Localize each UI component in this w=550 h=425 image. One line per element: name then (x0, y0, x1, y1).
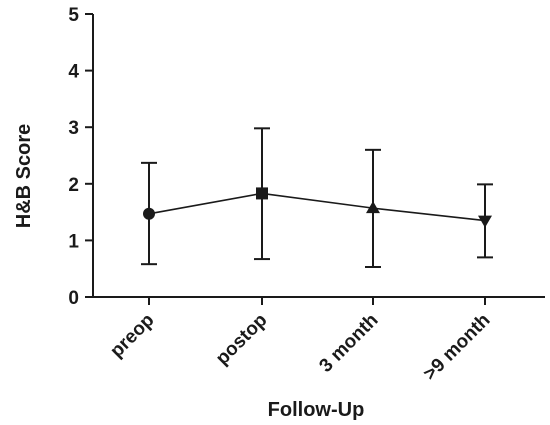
y-tick-label: 3 (68, 118, 79, 139)
y-tick-label: 4 (68, 62, 79, 83)
axes: 0 1 2 3 4 5 preop postop 3 month >9 month (68, 5, 545, 385)
y-axis-title: H&B Score (13, 124, 35, 228)
data-point (256, 187, 268, 200)
series-line (148, 192, 486, 222)
y-tick-label: 0 (68, 288, 79, 309)
marks (141, 127, 493, 269)
y-tick-label: 5 (68, 5, 79, 26)
x-axis-title: Follow-Up (268, 399, 365, 421)
x-tick-label: 3 month (315, 310, 382, 377)
y-tick-label: 2 (68, 175, 79, 196)
x-tick-label: >9 month (420, 310, 495, 385)
data-point (143, 207, 155, 220)
data-point (366, 201, 380, 214)
data-point (478, 215, 492, 228)
x-tick-label: postop (212, 310, 272, 370)
x-tick-label: preop (106, 310, 158, 362)
y-tick-label: 1 (68, 231, 79, 252)
